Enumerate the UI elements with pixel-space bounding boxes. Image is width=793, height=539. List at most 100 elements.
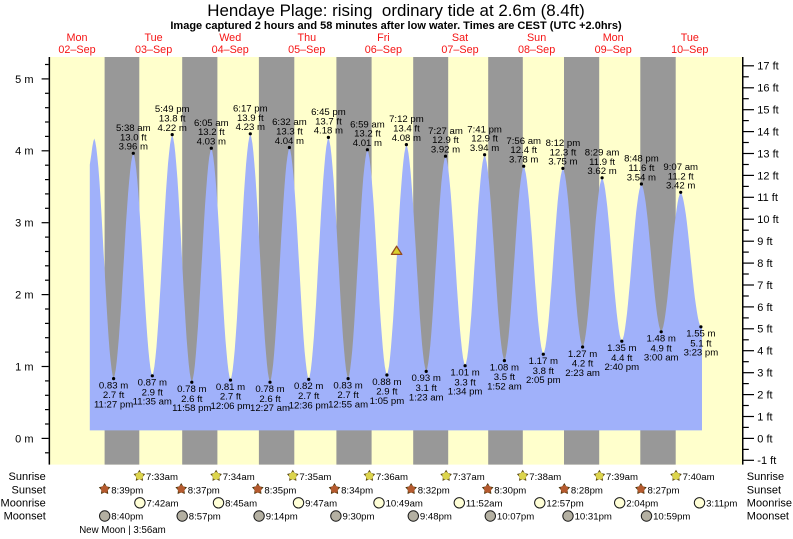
svg-text:Moonset: Moonset — [4, 511, 46, 523]
svg-text:11 ft: 11 ft — [757, 192, 778, 204]
svg-text:2.7 ft: 2.7 ft — [103, 390, 125, 401]
svg-text:5 m: 5 m — [15, 74, 33, 86]
svg-text:8:27pm: 8:27pm — [648, 485, 680, 496]
svg-text:3 m: 3 m — [15, 218, 33, 230]
svg-text:4 m: 4 m — [15, 146, 33, 158]
svg-text:2.6 ft: 2.6 ft — [259, 394, 281, 405]
svg-text:5.1 ft: 5.1 ft — [690, 338, 712, 349]
svg-text:02–Sep: 02–Sep — [58, 44, 95, 56]
svg-text:08–Sep: 08–Sep — [518, 44, 555, 56]
svg-text:13.2 ft: 13.2 ft — [354, 129, 381, 140]
svg-text:4.2 ft: 4.2 ft — [572, 359, 594, 370]
svg-text:Moonset: Moonset — [747, 511, 789, 523]
svg-text:12.4 ft: 12.4 ft — [510, 145, 537, 156]
svg-text:3:23 pm: 3:23 pm — [684, 348, 719, 359]
svg-text:8:29 am: 8:29 am — [585, 147, 620, 158]
svg-text:1:52 am: 1:52 am — [487, 382, 522, 393]
svg-text:2:40 pm: 2:40 pm — [604, 362, 639, 373]
svg-text:11.9 ft: 11.9 ft — [589, 157, 615, 168]
svg-text:13.3 ft: 13.3 ft — [276, 127, 303, 138]
svg-text:9:47am: 9:47am — [305, 498, 337, 509]
svg-text:2.6 ft: 2.6 ft — [181, 394, 203, 405]
svg-text:8:12 pm: 8:12 pm — [546, 138, 581, 149]
svg-text:9:48pm: 9:48pm — [420, 512, 452, 523]
svg-text:Sat: Sat — [452, 32, 468, 44]
svg-text:8 ft: 8 ft — [757, 258, 772, 270]
svg-text:05–Sep: 05–Sep — [288, 44, 325, 56]
svg-text:10:59pm: 10:59pm — [653, 512, 690, 523]
svg-text:1:34 pm: 1:34 pm — [448, 387, 483, 398]
svg-text:0 ft: 0 ft — [757, 433, 772, 445]
svg-text:Sunset: Sunset — [747, 484, 781, 496]
svg-text:2.7 ft: 2.7 ft — [298, 391, 320, 402]
svg-text:17 ft: 17 ft — [757, 61, 778, 73]
svg-text:1.17 m: 1.17 m — [529, 356, 558, 367]
svg-text:4.22 m: 4.22 m — [158, 123, 187, 134]
svg-text:13.0 ft: 13.0 ft — [120, 132, 147, 143]
svg-text:Fri: Fri — [377, 32, 390, 44]
svg-text:Wed: Wed — [219, 32, 241, 44]
svg-text:Sunrise: Sunrise — [9, 471, 46, 483]
svg-text:8:48 pm: 8:48 pm — [624, 154, 659, 165]
svg-text:3 ft: 3 ft — [757, 368, 772, 380]
svg-text:4.04 m: 4.04 m — [275, 136, 304, 147]
svg-text:Moonrise: Moonrise — [747, 497, 792, 509]
svg-text:0.87 m: 0.87 m — [138, 378, 167, 389]
svg-text:Tue: Tue — [144, 32, 162, 44]
svg-text:14 ft: 14 ft — [757, 127, 778, 139]
svg-text:0.78 m: 0.78 m — [177, 384, 206, 395]
svg-text:1 m: 1 m — [15, 361, 33, 373]
svg-text:8:40pm: 8:40pm — [111, 512, 143, 523]
svg-text:3.42 m: 3.42 m — [666, 181, 695, 192]
svg-text:6:17 pm: 6:17 pm — [233, 103, 268, 114]
svg-text:-1 ft: -1 ft — [757, 455, 776, 467]
svg-text:6:32 am: 6:32 am — [272, 117, 307, 128]
svg-text:13.8 ft: 13.8 ft — [159, 114, 186, 125]
svg-text:12:55 am: 12:55 am — [328, 400, 368, 411]
svg-text:Image captured 2 hours and 58: Image captured 2 hours and 58 minutes af… — [170, 20, 622, 32]
svg-text:7:12 pm: 7:12 pm — [389, 114, 424, 125]
svg-text:13.2 ft: 13.2 ft — [198, 127, 225, 138]
svg-text:Moonrise: Moonrise — [1, 497, 46, 509]
svg-text:6:59 am: 6:59 am — [350, 119, 385, 130]
svg-text:06–Sep: 06–Sep — [365, 44, 402, 56]
svg-text:12:06 pm: 12:06 pm — [210, 401, 250, 412]
svg-text:3.54 m: 3.54 m — [627, 172, 656, 183]
svg-text:3.92 m: 3.92 m — [431, 145, 460, 156]
svg-text:Thu: Thu — [297, 32, 316, 44]
svg-text:10:07pm: 10:07pm — [497, 512, 534, 523]
svg-text:7:40am: 7:40am — [683, 472, 715, 483]
svg-text:7:38am: 7:38am — [529, 472, 561, 483]
svg-text:4.18 m: 4.18 m — [314, 126, 343, 137]
svg-text:10:31pm: 10:31pm — [575, 512, 612, 523]
svg-text:7:41 pm: 7:41 pm — [467, 124, 502, 135]
svg-text:13.4 ft: 13.4 ft — [393, 124, 420, 135]
svg-text:10–Sep: 10–Sep — [671, 44, 708, 56]
svg-text:3.96 m: 3.96 m — [119, 142, 148, 153]
svg-text:3.5 ft: 3.5 ft — [494, 372, 516, 383]
svg-text:16 ft: 16 ft — [757, 83, 778, 95]
svg-text:1 ft: 1 ft — [757, 411, 772, 423]
svg-text:2.7 ft: 2.7 ft — [220, 392, 242, 403]
svg-text:0 m: 0 m — [15, 433, 33, 445]
svg-text:7:36am: 7:36am — [376, 472, 408, 483]
svg-text:9:30pm: 9:30pm — [343, 512, 375, 523]
svg-text:7:33am: 7:33am — [146, 472, 178, 483]
svg-text:New Moon | 3:56am: New Moon | 3:56am — [79, 525, 166, 536]
svg-text:7:27 am: 7:27 am — [428, 126, 463, 137]
svg-text:11.2 ft: 11.2 ft — [668, 171, 694, 182]
svg-text:07–Sep: 07–Sep — [441, 44, 478, 56]
svg-text:8:57pm: 8:57pm — [189, 512, 221, 523]
svg-text:2.9 ft: 2.9 ft — [142, 387, 164, 398]
svg-text:5:38 am: 5:38 am — [116, 123, 151, 134]
svg-text:8:34pm: 8:34pm — [341, 485, 373, 496]
svg-text:12:57pm: 12:57pm — [546, 498, 583, 509]
svg-text:0.81 m: 0.81 m — [216, 382, 245, 393]
svg-text:11.6 ft: 11.6 ft — [628, 163, 654, 174]
svg-text:2:04pm: 2:04pm — [626, 498, 658, 509]
svg-text:6:45 pm: 6:45 pm — [311, 107, 346, 118]
svg-text:11:58 pm: 11:58 pm — [172, 403, 211, 414]
svg-text:4.4 ft: 4.4 ft — [611, 353, 633, 364]
svg-text:11:27 pm: 11:27 pm — [94, 400, 133, 411]
svg-text:9 ft: 9 ft — [757, 236, 772, 248]
